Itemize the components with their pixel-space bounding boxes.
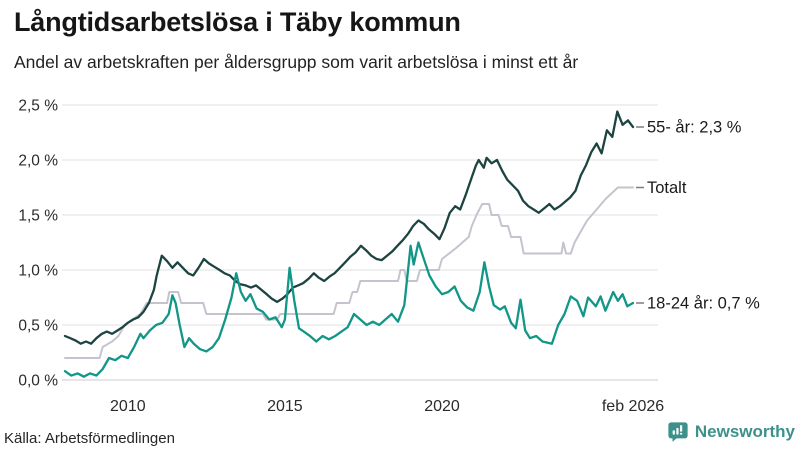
gridlines <box>62 104 658 381</box>
chart-header: Långtidsarbetslösa i Täby kommun Andel a… <box>14 6 786 73</box>
y-axis-tick-labels: 0,0 % 0,5 % 1,0 % 1,5 % 2,0 % 2,5 % <box>18 98 58 390</box>
y-tick-label: 2,5 % <box>18 98 58 115</box>
end-label-55-r: 55- år: 2,3 % <box>647 119 742 137</box>
x-axis-tick-labels: 2010 2015 2020 feb 2026 <box>110 398 664 415</box>
end-label-18-24-r: 18-24 år: 0,7 % <box>647 295 760 313</box>
newsworthy-chart-bubble-icon <box>667 421 689 443</box>
page-subtitle: Andel av arbetskraften per åldersgrupp s… <box>14 52 579 73</box>
y-tick-label: 0,5 % <box>18 318 58 335</box>
y-tick-label: 2,0 % <box>18 153 58 170</box>
x-tick-label: feb 2026 <box>602 398 664 415</box>
series-end-labels: Totalt 55- år: 2,3 % 18-24 år: 0,7 % <box>636 119 760 313</box>
source-note: Källa: Arbetsförmedlingen <box>4 430 175 447</box>
newsworthy-wordmark: Newsworthy <box>694 422 795 441</box>
end-label-totalt: Totalt <box>647 179 687 197</box>
page-title: Långtidsarbetslösa i Täby kommun <box>14 7 461 37</box>
newsworthy-brand: Newsworthy <box>667 421 795 443</box>
x-tick-label: 2010 <box>110 398 146 415</box>
series-line-55-r <box>63 110 635 345</box>
x-tick-label: 2020 <box>424 398 460 415</box>
series-line-totalt <box>64 186 634 359</box>
x-tick-label: 2015 <box>267 398 303 415</box>
y-tick-label: 1,0 % <box>18 263 58 280</box>
y-tick-label: 0,0 % <box>18 373 58 390</box>
y-tick-label: 1,5 % <box>18 208 58 225</box>
series-lines <box>63 110 635 378</box>
series-line-18-24-r <box>63 241 635 378</box>
